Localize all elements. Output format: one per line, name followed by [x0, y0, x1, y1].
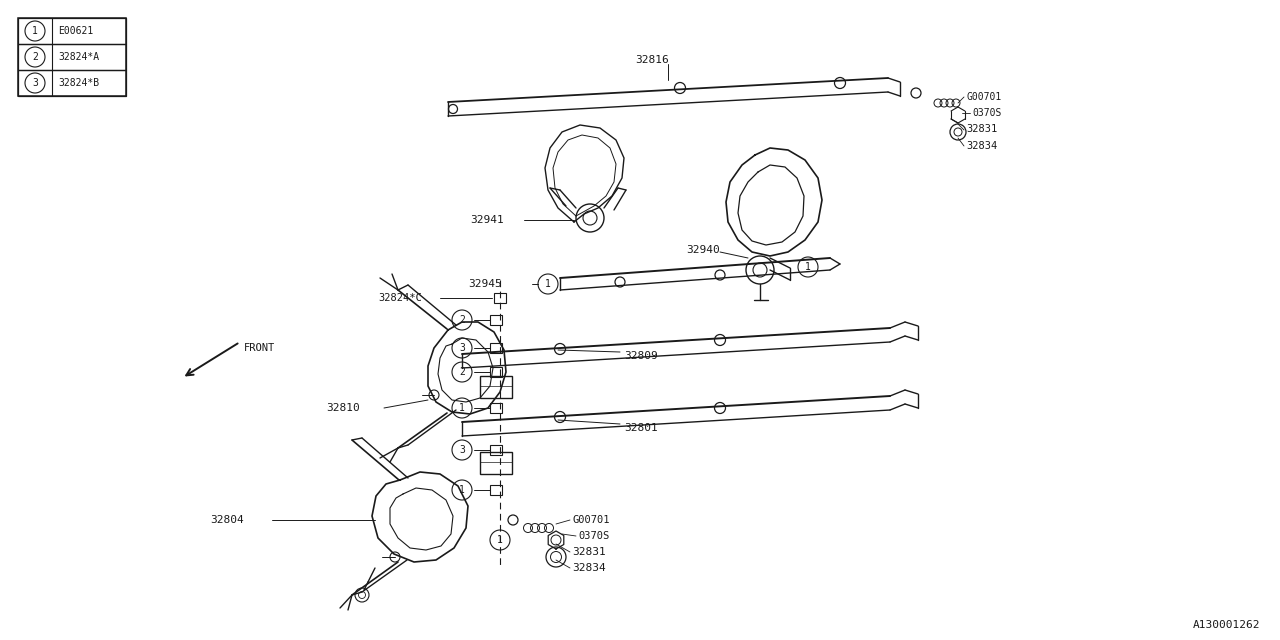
Text: E00621: E00621	[58, 26, 93, 36]
Text: 1: 1	[32, 26, 38, 36]
Text: 3: 3	[460, 343, 465, 353]
Bar	[494, 293, 506, 303]
Text: 32834: 32834	[966, 141, 997, 151]
Text: 1: 1	[805, 262, 812, 272]
Text: 2: 2	[460, 315, 465, 325]
Bar	[490, 343, 502, 353]
Bar	[480, 376, 512, 398]
Text: 32804: 32804	[210, 515, 243, 525]
Text: 32940: 32940	[686, 245, 719, 255]
Text: 32824*A: 32824*A	[58, 52, 99, 62]
Bar	[18, 18, 125, 44]
Text: 32824*C: 32824*C	[378, 293, 421, 303]
Text: 32801: 32801	[625, 423, 658, 433]
Bar	[490, 485, 502, 495]
Text: 32945: 32945	[468, 279, 502, 289]
Bar	[490, 445, 502, 455]
Text: 3: 3	[32, 78, 38, 88]
Text: G00701: G00701	[572, 515, 609, 525]
Text: 2: 2	[460, 367, 465, 377]
Text: 32941: 32941	[470, 215, 504, 225]
Text: 32831: 32831	[966, 124, 997, 134]
Bar	[18, 44, 125, 70]
Text: G00701: G00701	[966, 92, 1001, 102]
Text: 0370S: 0370S	[972, 108, 1001, 118]
Text: 3: 3	[460, 445, 465, 455]
Bar	[480, 452, 512, 474]
Text: 1: 1	[460, 485, 465, 495]
Text: 1: 1	[460, 403, 465, 413]
Bar	[18, 18, 125, 96]
Text: 32831: 32831	[572, 547, 605, 557]
Text: 32834: 32834	[572, 563, 605, 573]
Bar	[18, 70, 125, 96]
Bar	[490, 367, 502, 377]
Text: 32824*B: 32824*B	[58, 78, 99, 88]
Text: 32810: 32810	[326, 403, 360, 413]
Bar	[490, 315, 502, 325]
Text: 1: 1	[545, 279, 550, 289]
Bar	[490, 403, 502, 413]
Text: FRONT: FRONT	[244, 343, 275, 353]
Text: A130001262: A130001262	[1193, 620, 1260, 630]
Text: 2: 2	[32, 52, 38, 62]
Text: 0370S: 0370S	[579, 531, 609, 541]
Text: 1: 1	[497, 535, 503, 545]
Text: 32809: 32809	[625, 351, 658, 361]
Text: 32816: 32816	[635, 55, 668, 65]
